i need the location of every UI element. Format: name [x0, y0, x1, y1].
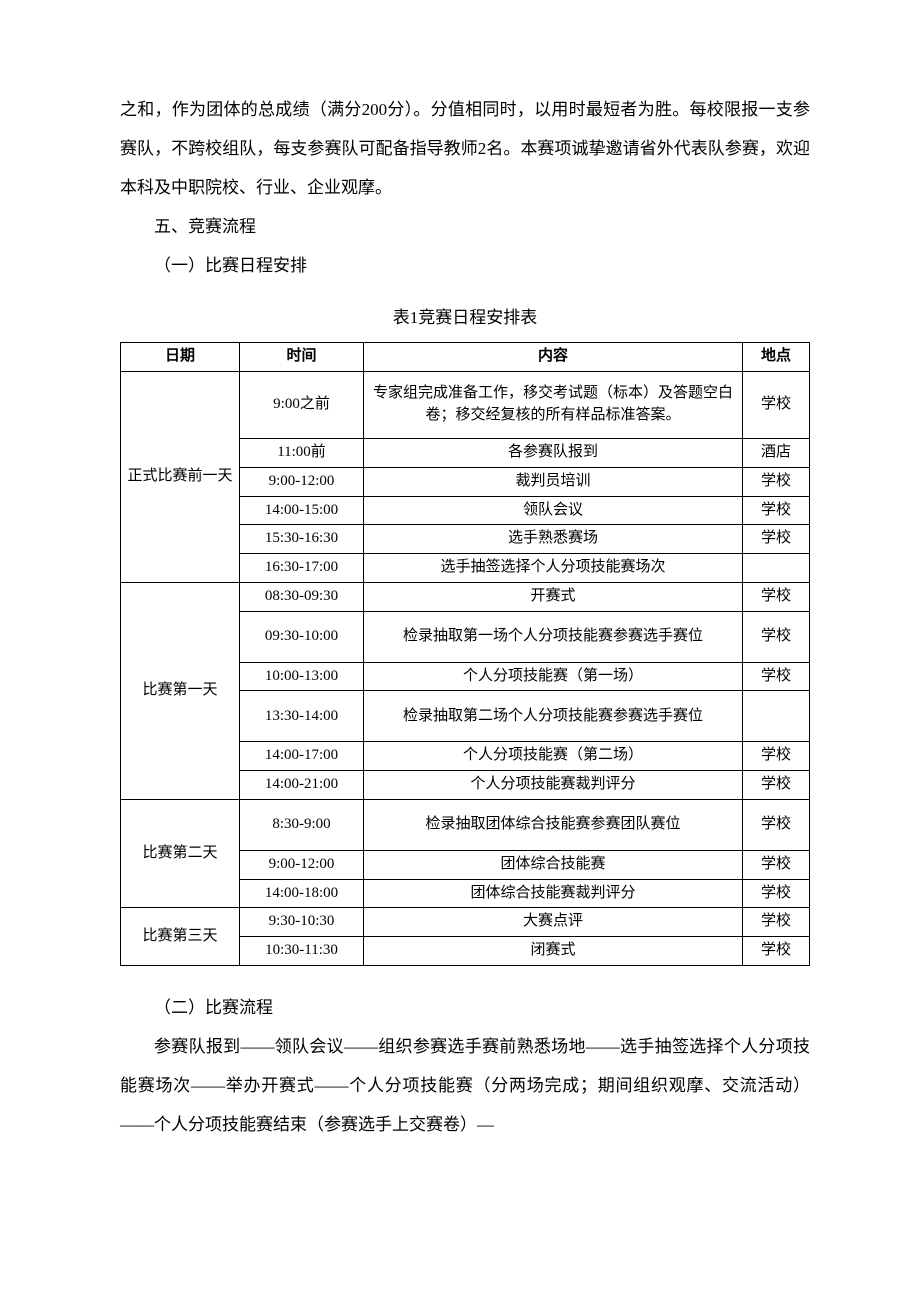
header-date: 日期 [121, 343, 240, 372]
cell-date: 正式比赛前一天 [121, 372, 240, 583]
cell-location: 学校 [743, 582, 810, 611]
subheading-2: （二）比赛流程 [120, 988, 810, 1027]
cell-time: 14:00-18:00 [240, 879, 364, 908]
cell-content: 检录抽取第二场个人分项技能赛参赛选手赛位 [364, 691, 743, 742]
cell-time: 9:00-12:00 [240, 850, 364, 879]
cell-time: 9:00-12:00 [240, 467, 364, 496]
cell-time: 08:30-09:30 [240, 582, 364, 611]
cell-content: 个人分项技能赛（第二场） [364, 742, 743, 771]
subheading-1: （一）比赛日程安排 [120, 246, 810, 285]
table-row: 正式比赛前一天9:00之前专家组完成准备工作，移交考试题（标本）及答题空白卷；移… [121, 372, 810, 439]
cell-time: 15:30-16:30 [240, 525, 364, 554]
table-row: 比赛第一天08:30-09:30开赛式学校 [121, 582, 810, 611]
cell-content: 裁判员培训 [364, 467, 743, 496]
cell-content: 个人分项技能赛裁判评分 [364, 771, 743, 800]
cell-content: 开赛式 [364, 582, 743, 611]
paragraph-1: 之和，作为团体的总成绩（满分200分）。分值相同时，以用时最短者为胜。每校限报一… [120, 90, 810, 207]
cell-location: 学校 [743, 771, 810, 800]
cell-content: 选手熟悉赛场 [364, 525, 743, 554]
cell-location: 学校 [743, 467, 810, 496]
cell-location: 学校 [743, 879, 810, 908]
header-location: 地点 [743, 343, 810, 372]
cell-time: 16:30-17:00 [240, 554, 364, 583]
cell-time: 9:00之前 [240, 372, 364, 439]
cell-time: 14:00-21:00 [240, 771, 364, 800]
page-container: 之和，作为团体的总成绩（满分200分）。分值相同时，以用时最短者为胜。每校限报一… [0, 0, 920, 1204]
cell-time: 14:00-17:00 [240, 742, 364, 771]
heading-section-5: 五、竞赛流程 [120, 207, 810, 246]
cell-time: 13:30-14:00 [240, 691, 364, 742]
cell-time: 09:30-10:00 [240, 611, 364, 662]
cell-location: 学校 [743, 850, 810, 879]
cell-location [743, 554, 810, 583]
cell-location: 学校 [743, 496, 810, 525]
table-row: 比赛第二天8:30-9:00检录抽取团体综合技能赛参赛团队赛位学校 [121, 799, 810, 850]
cell-content: 个人分项技能赛（第一场） [364, 662, 743, 691]
header-content: 内容 [364, 343, 743, 372]
cell-time: 8:30-9:00 [240, 799, 364, 850]
cell-content: 检录抽取团体综合技能赛参赛团队赛位 [364, 799, 743, 850]
cell-location: 学校 [743, 742, 810, 771]
cell-location [743, 691, 810, 742]
cell-content: 专家组完成准备工作，移交考试题（标本）及答题空白卷；移交经复核的所有样品标准答案… [364, 372, 743, 439]
cell-location: 学校 [743, 525, 810, 554]
table-caption: 表1竞赛日程安排表 [120, 303, 810, 328]
table-row: 比赛第三天9:30-10:30大赛点评学校 [121, 908, 810, 937]
cell-content: 团体综合技能赛裁判评分 [364, 879, 743, 908]
cell-content: 大赛点评 [364, 908, 743, 937]
cell-time: 10:00-13:00 [240, 662, 364, 691]
table-header-row: 日期 时间 内容 地点 [121, 343, 810, 372]
cell-location: 学校 [743, 611, 810, 662]
cell-content: 选手抽签选择个人分项技能赛场次 [364, 554, 743, 583]
schedule-table: 日期 时间 内容 地点 正式比赛前一天9:00之前专家组完成准备工作，移交考试题… [120, 342, 810, 966]
cell-content: 闭赛式 [364, 937, 743, 966]
cell-location: 酒店 [743, 439, 810, 468]
cell-content: 领队会议 [364, 496, 743, 525]
cell-time: 10:30-11:30 [240, 937, 364, 966]
cell-content: 各参赛队报到 [364, 439, 743, 468]
header-time: 时间 [240, 343, 364, 372]
cell-time: 9:30-10:30 [240, 908, 364, 937]
cell-content: 团体综合技能赛 [364, 850, 743, 879]
cell-content: 检录抽取第一场个人分项技能赛参赛选手赛位 [364, 611, 743, 662]
cell-location: 学校 [743, 662, 810, 691]
cell-location: 学校 [743, 937, 810, 966]
paragraph-2: 参赛队报到——领队会议——组织参赛选手赛前熟悉场地——选手抽签选择个人分项技能赛… [120, 1027, 810, 1144]
cell-time: 11:00前 [240, 439, 364, 468]
cell-date: 比赛第二天 [121, 799, 240, 908]
cell-time: 14:00-15:00 [240, 496, 364, 525]
cell-location: 学校 [743, 372, 810, 439]
cell-location: 学校 [743, 908, 810, 937]
cell-location: 学校 [743, 799, 810, 850]
cell-date: 比赛第三天 [121, 908, 240, 966]
cell-date: 比赛第一天 [121, 582, 240, 799]
